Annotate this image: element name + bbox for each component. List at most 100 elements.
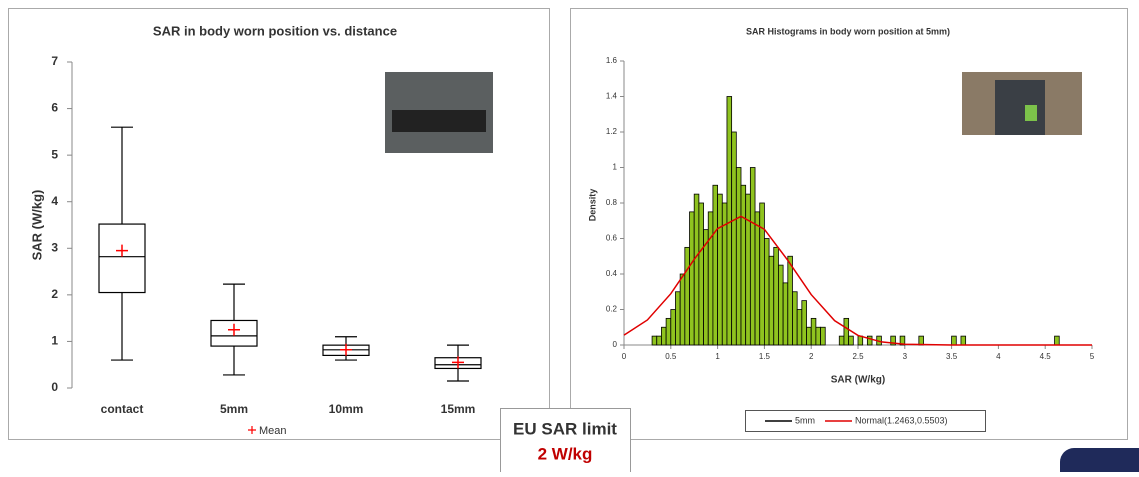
histogram-bar: [1054, 335, 1060, 346]
histogram-bar: [951, 335, 957, 346]
histogram-bar: [670, 309, 676, 346]
histogram-bar: [759, 202, 765, 346]
histogram-bar: [815, 326, 821, 346]
mean-marker: [340, 343, 352, 356]
chart-title: SAR in body worn position vs. distance: [153, 23, 397, 38]
chart-title: SAR Histograms in body worn position at …: [746, 26, 950, 36]
normal-curve: [623, 215, 1092, 346]
photo-detail: [995, 80, 1045, 135]
x-tick-label: 15mm: [441, 402, 476, 416]
x-tick-label: 0.5: [665, 352, 677, 361]
histogram-bar: [899, 335, 906, 346]
x-tick-label: 5: [1090, 352, 1095, 361]
y-tick-label: 7: [51, 54, 58, 68]
histogram-bar: [712, 184, 718, 346]
y-tick-label: 0.6: [606, 234, 618, 243]
y-tick-label: 1.4: [606, 92, 618, 101]
legend-marker: [248, 426, 256, 434]
callout-value: 2 W/kg: [538, 444, 593, 463]
histogram-bar: [801, 300, 807, 346]
histogram-bar: [792, 291, 798, 346]
histogram-bar: [796, 309, 803, 346]
y-axis-label: Density: [587, 189, 597, 222]
photo-detail: [392, 110, 486, 132]
histogram-bar: [656, 335, 662, 346]
x-tick-label: 3.5: [946, 352, 958, 361]
histogram-bar: [820, 326, 826, 346]
corner-shape: [1060, 448, 1139, 477]
histogram-bar: [960, 335, 967, 346]
histogram-bar: [684, 246, 690, 346]
histogram-bar: [707, 211, 714, 346]
histogram-bar: [717, 193, 723, 346]
photo-detail: [1025, 105, 1037, 121]
histogram-bar: [890, 335, 896, 346]
mean-marker: [116, 244, 128, 257]
y-tick-label: 3: [51, 240, 58, 254]
x-tick-label: 1.5: [759, 352, 771, 361]
histogram-bar: [735, 167, 742, 346]
y-tick-label: 0.2: [606, 305, 618, 314]
y-tick-label: 0: [613, 340, 618, 349]
y-tick-label: 0: [51, 380, 58, 394]
x-tick-label: 0: [622, 352, 627, 361]
legend-label: Normal(1.2463,0.5503): [855, 415, 948, 425]
histogram-bar: [787, 255, 793, 346]
histogram-bar: [740, 184, 747, 346]
x-tick-label: 2: [809, 352, 814, 361]
x-tick-label: contact: [101, 402, 144, 416]
x-tick-label: 4.5: [1040, 352, 1052, 361]
x-tick-label: 10mm: [329, 402, 364, 416]
x-tick-label: 1: [715, 352, 720, 361]
x-tick-label: 2.5: [852, 352, 864, 361]
histogram-bar: [754, 211, 761, 346]
histogram-bar: [679, 273, 686, 346]
histogram-bar: [693, 193, 700, 346]
y-tick-label: 0.8: [606, 198, 618, 207]
histogram-bar: [768, 255, 775, 346]
y-tick-label: 2: [51, 287, 58, 301]
callout-title: EU SAR limit: [513, 419, 617, 438]
histogram-bar: [651, 335, 658, 346]
histogram-bar: [857, 335, 864, 346]
legend-label: Mean: [259, 425, 287, 437]
histogram-bar: [749, 167, 756, 346]
mean-marker: [452, 356, 464, 369]
x-tick-label: 5mm: [220, 402, 248, 416]
histogram-bar: [918, 335, 924, 346]
histogram-bar: [689, 211, 695, 346]
histogram-bar: [745, 193, 751, 346]
histogram-bar: [665, 317, 672, 346]
histogram-bar: [782, 282, 789, 346]
y-tick-label: 1.6: [606, 56, 618, 65]
callout-box: [500, 408, 631, 477]
y-tick-label: 6: [51, 101, 58, 115]
legend-label: 5mm: [795, 415, 815, 425]
x-tick-label: 4: [996, 352, 1001, 361]
x-tick-label: 3: [903, 352, 908, 361]
legend-box: [745, 410, 986, 432]
y-tick-label: 1: [613, 163, 618, 172]
histogram-bar: [778, 264, 784, 346]
y-tick-label: 1.2: [606, 127, 618, 136]
histogram-bar: [731, 131, 737, 346]
histogram-bar: [848, 335, 854, 346]
y-tick-label: 1: [51, 334, 58, 348]
histogram-bar: [866, 335, 873, 346]
y-axis-label: SAR (W/kg): [29, 190, 44, 261]
histogram-bar: [661, 326, 667, 346]
histogram-bar: [843, 317, 850, 346]
box: [210, 319, 258, 347]
histogram-bar: [773, 246, 779, 346]
histogram-bar: [838, 335, 845, 346]
histogram-bar: [764, 238, 770, 346]
x-axis-label: SAR (W/kg): [831, 375, 885, 386]
histogram-bar: [806, 326, 812, 346]
histogram-bar: [698, 202, 704, 346]
histogram-bar: [675, 291, 681, 346]
histogram-bar: [810, 317, 817, 346]
mean-marker: [228, 323, 240, 336]
y-tick-label: 5: [51, 147, 58, 161]
